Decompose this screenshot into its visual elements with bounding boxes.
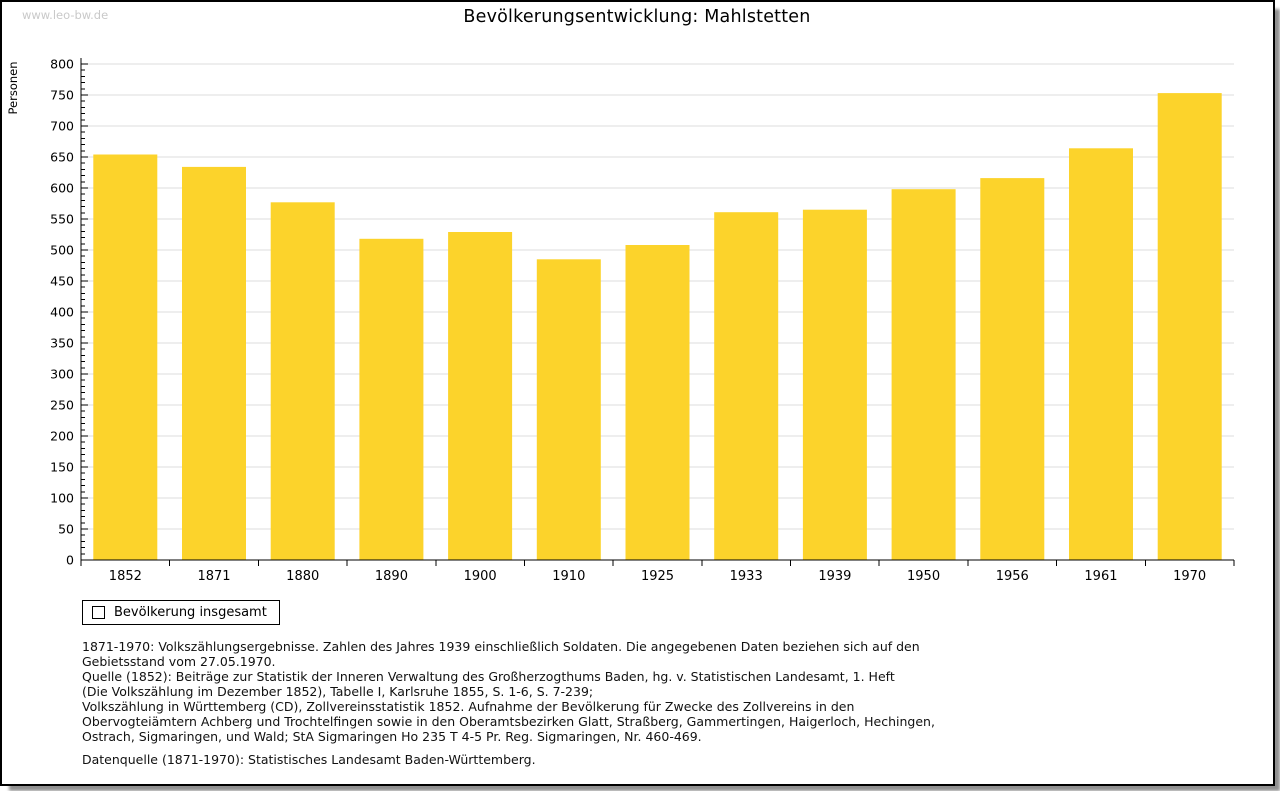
- bar-1900: [448, 232, 513, 560]
- x-tick-label: 1950: [907, 569, 940, 584]
- y-tick-label: 200: [50, 429, 74, 444]
- y-tick-label: 500: [50, 243, 74, 258]
- x-tick-label: 1910: [552, 569, 585, 584]
- x-tick-label: 1970: [1173, 569, 1206, 584]
- source-note-line: Obervogteiämtern Achberg und Trochtelfin…: [82, 714, 935, 729]
- y-tick-label: 150: [50, 460, 74, 475]
- y-tick-label: 800: [50, 57, 74, 72]
- bar-1910: [536, 259, 601, 560]
- y-tick-label: 650: [50, 150, 74, 165]
- x-tick-label: 1961: [1084, 569, 1117, 584]
- bar-1880: [270, 202, 335, 561]
- x-tick-label: 1900: [464, 569, 497, 584]
- x-tick-label: 1880: [286, 569, 319, 584]
- source-note-line: Ostrach, Sigmaringen, und Wald; StA Sigm…: [82, 729, 702, 744]
- source-note-line: (Die Volkszählung im Dezember 1852), Tab…: [82, 684, 594, 699]
- bar-1890: [359, 238, 424, 561]
- y-tick-label: 550: [50, 212, 74, 227]
- x-tick-label: 1925: [641, 569, 674, 584]
- y-tick-label: 750: [50, 88, 74, 103]
- bar-1939: [802, 209, 867, 560]
- bar-1961: [1069, 148, 1133, 561]
- y-tick-label: 700: [50, 119, 74, 134]
- legend: Bevölkerung insgesamt: [82, 600, 280, 625]
- watermark: www.leo-bw.de: [22, 8, 109, 22]
- datasource-note: Datenquelle (1871-1970): Statistisches L…: [82, 752, 536, 767]
- bar-1956: [980, 178, 1045, 560]
- bar-1925: [625, 245, 690, 560]
- x-tick-label: 1871: [197, 569, 230, 584]
- page-title: Bevölkerungsentwicklung: Mahlstetten: [463, 7, 811, 27]
- y-tick-label: 50: [58, 522, 74, 537]
- y-tick-label: 100: [50, 491, 74, 506]
- y-tick-label: 300: [50, 367, 74, 382]
- legend-label: Bevölkerung insgesamt: [114, 605, 267, 620]
- population-bar-chart: 0 50 100 150 200 250 300 350 400 450 500 550 600 650 7…: [6, 57, 1235, 584]
- bar-1852: [93, 154, 158, 560]
- y-tick-label: 600: [50, 181, 74, 196]
- bar-1970: [1157, 93, 1222, 560]
- x-tick-label: 1956: [996, 569, 1029, 584]
- y-tick-label: 450: [50, 274, 74, 289]
- y-axis-title: Personen: [6, 61, 20, 114]
- x-tick-label: 1933: [730, 569, 763, 584]
- y-tick-label: 350: [50, 336, 74, 351]
- legend-swatch-icon: [92, 606, 105, 619]
- source-note-lines: 1871-1970: Volkszählungsergebnisse. Zahl…: [82, 639, 1222, 744]
- x-tick-label: 1890: [375, 569, 408, 584]
- y-tick-label: 400: [50, 305, 74, 320]
- bar-1871: [182, 166, 246, 560]
- bar-1933: [714, 212, 779, 560]
- y-tick-label: 250: [50, 398, 74, 413]
- source-note-line: Quelle (1852): Beiträge zur Statistik de…: [82, 669, 895, 684]
- x-tick-label: 1852: [109, 569, 142, 584]
- y-tick-label: 0: [66, 553, 74, 568]
- source-note-line: 1871-1970: Volkszählungsergebnisse. Zahl…: [82, 639, 920, 654]
- bar-1950: [891, 189, 956, 560]
- x-tick-label: 1939: [818, 569, 851, 584]
- source-notes: 1871-1970: Volkszählungsergebnisse. Zahl…: [82, 639, 1222, 767]
- source-note-line: Gebietsstand vom 27.05.1970.: [82, 654, 276, 669]
- source-note-line: Volkszählung in Württemberg (CD), Zollve…: [82, 699, 855, 714]
